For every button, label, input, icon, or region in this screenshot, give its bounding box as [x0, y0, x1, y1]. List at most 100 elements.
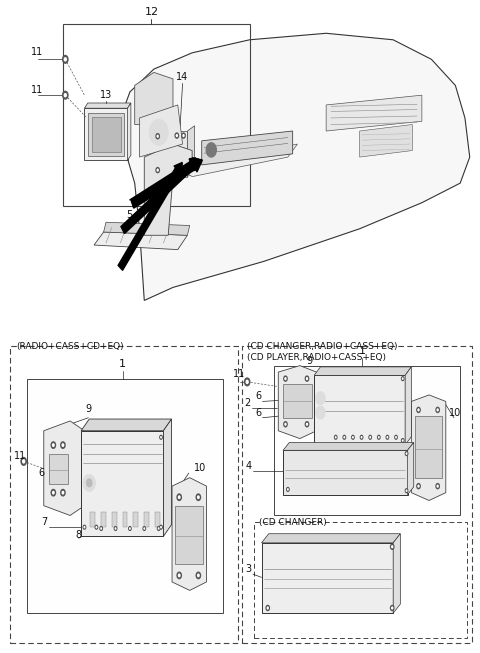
- Text: 9: 9: [85, 404, 91, 415]
- Circle shape: [435, 483, 440, 489]
- Circle shape: [244, 377, 251, 387]
- Polygon shape: [408, 443, 414, 494]
- Circle shape: [368, 435, 372, 440]
- Circle shape: [316, 406, 325, 419]
- Bar: [133, 512, 138, 527]
- Circle shape: [195, 493, 201, 501]
- Circle shape: [60, 488, 66, 496]
- Circle shape: [64, 57, 67, 61]
- Circle shape: [115, 527, 117, 530]
- Polygon shape: [172, 478, 206, 590]
- Text: 7: 7: [41, 517, 48, 527]
- Polygon shape: [326, 95, 422, 131]
- Circle shape: [84, 526, 85, 528]
- Circle shape: [20, 457, 27, 466]
- Text: 13: 13: [100, 89, 112, 100]
- Bar: [274, 366, 460, 515]
- Circle shape: [181, 167, 186, 173]
- Polygon shape: [163, 419, 171, 536]
- Circle shape: [197, 573, 200, 577]
- Circle shape: [181, 133, 186, 139]
- Circle shape: [60, 441, 66, 449]
- Circle shape: [436, 408, 439, 411]
- Polygon shape: [202, 131, 293, 165]
- Bar: [254, 522, 468, 638]
- Bar: [90, 512, 95, 527]
- Circle shape: [352, 436, 354, 439]
- FancyArrow shape: [131, 158, 203, 208]
- Polygon shape: [84, 108, 128, 161]
- Circle shape: [149, 119, 168, 146]
- Circle shape: [435, 407, 440, 413]
- Circle shape: [360, 436, 362, 439]
- Polygon shape: [163, 126, 170, 176]
- Text: 11: 11: [30, 48, 43, 57]
- Text: 2: 2: [244, 398, 251, 408]
- Circle shape: [156, 167, 160, 173]
- Circle shape: [406, 489, 408, 492]
- Circle shape: [265, 605, 270, 611]
- Circle shape: [402, 377, 404, 380]
- Polygon shape: [135, 72, 173, 125]
- Polygon shape: [154, 131, 163, 176]
- Circle shape: [391, 607, 394, 610]
- Polygon shape: [84, 103, 131, 108]
- Circle shape: [351, 435, 355, 440]
- Polygon shape: [140, 105, 182, 157]
- Polygon shape: [44, 421, 84, 515]
- Circle shape: [306, 377, 308, 380]
- Circle shape: [395, 436, 397, 439]
- Circle shape: [178, 495, 180, 499]
- Circle shape: [129, 527, 131, 530]
- Circle shape: [61, 443, 64, 447]
- Circle shape: [159, 524, 163, 530]
- Circle shape: [245, 379, 249, 384]
- Circle shape: [61, 490, 64, 494]
- Text: 8: 8: [76, 530, 82, 540]
- Circle shape: [182, 168, 185, 172]
- Text: 11: 11: [232, 370, 245, 379]
- Text: 14: 14: [177, 72, 189, 82]
- Circle shape: [416, 483, 421, 489]
- Circle shape: [176, 168, 178, 172]
- Circle shape: [52, 490, 55, 494]
- Circle shape: [50, 441, 56, 449]
- Circle shape: [286, 486, 290, 492]
- Polygon shape: [94, 232, 187, 249]
- Bar: [48, 454, 68, 484]
- Bar: [175, 505, 203, 564]
- Circle shape: [385, 435, 389, 440]
- Circle shape: [144, 527, 145, 530]
- Polygon shape: [81, 431, 163, 536]
- Text: 12: 12: [144, 7, 158, 17]
- Circle shape: [96, 526, 97, 528]
- Polygon shape: [187, 126, 194, 176]
- Circle shape: [369, 436, 371, 439]
- Circle shape: [401, 438, 405, 443]
- Bar: [10, 346, 238, 643]
- Circle shape: [417, 408, 420, 411]
- Text: 6: 6: [255, 407, 261, 418]
- Circle shape: [156, 168, 159, 172]
- Bar: [112, 512, 117, 527]
- Circle shape: [178, 573, 180, 577]
- Polygon shape: [262, 543, 393, 613]
- Text: 10: 10: [449, 407, 461, 418]
- Bar: [283, 384, 312, 418]
- Polygon shape: [128, 103, 131, 161]
- Polygon shape: [81, 419, 171, 431]
- Bar: [144, 512, 149, 527]
- Text: 11: 11: [14, 451, 26, 462]
- Polygon shape: [182, 144, 298, 176]
- Circle shape: [306, 422, 308, 426]
- Circle shape: [401, 376, 405, 381]
- Polygon shape: [283, 451, 408, 494]
- Text: 10: 10: [193, 463, 206, 473]
- Bar: [27, 379, 223, 613]
- Circle shape: [406, 453, 408, 455]
- Circle shape: [176, 134, 178, 137]
- Circle shape: [334, 435, 337, 440]
- Circle shape: [157, 527, 159, 530]
- Text: 6: 6: [255, 391, 261, 402]
- Polygon shape: [278, 366, 317, 439]
